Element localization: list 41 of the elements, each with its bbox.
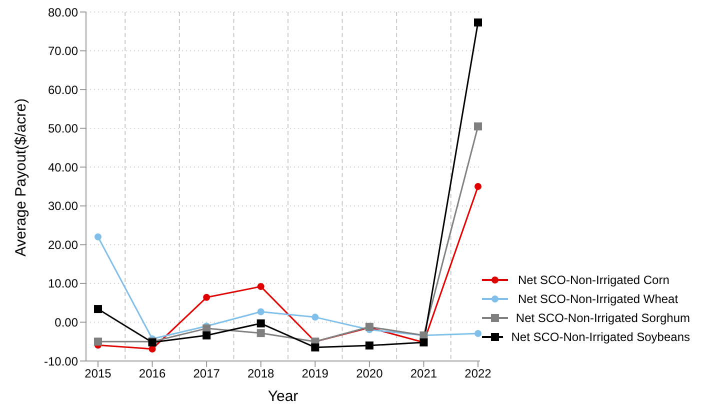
point: [257, 283, 264, 290]
y-tick-label: 70.00: [48, 44, 78, 58]
y-tick-label: 20.00: [48, 238, 78, 252]
legend-label: Net SCO-Non-Irrigated Corn: [518, 272, 670, 286]
point: [474, 122, 482, 130]
y-tick-label: -10.00: [44, 354, 78, 368]
point: [94, 233, 102, 240]
y-tick-label: 40.00: [48, 160, 78, 174]
legend-label: Net SCO-Non-Irrigated Wheat: [518, 292, 678, 306]
y-tick-label: 0.00: [54, 315, 78, 330]
point: [256, 319, 265, 328]
point: [365, 341, 374, 350]
point: [148, 345, 156, 352]
x-tick-label: 2019: [302, 366, 329, 381]
point: [94, 338, 102, 346]
x-tick-label: 2016: [138, 366, 166, 381]
point: [94, 305, 102, 314]
point: [474, 18, 482, 26]
y-axis-title: Average Payout($/acre): [12, 98, 30, 256]
point: [203, 294, 210, 301]
point: [474, 183, 482, 190]
point: [202, 331, 211, 340]
legend-label: Net SCO-Non-Irrigated Sorghum: [516, 310, 690, 324]
x-tick-label: 2018: [248, 366, 275, 381]
y-tick-label: 80.00: [48, 5, 78, 20]
x-tick-label: 2021: [410, 366, 438, 381]
y-tick-label: 10.00: [48, 276, 78, 291]
point: [257, 308, 264, 316]
point: [312, 314, 319, 321]
x-tick-label: 2015: [84, 366, 112, 381]
y-tick-label: 30.00: [48, 199, 78, 214]
y-tick-label: 60.00: [48, 82, 78, 97]
point: [311, 343, 320, 352]
x-tick-label: 2017: [193, 366, 220, 381]
x-tick-label: 2020: [356, 366, 384, 381]
point: [474, 330, 482, 337]
x-tick-label: 2022: [464, 366, 492, 381]
y-tick-label: 50.00: [48, 122, 78, 136]
x-axis-title: Year: [268, 388, 298, 405]
legend-label: Net SCO-Non-Irrigated Soybeans: [511, 330, 690, 344]
point: [256, 329, 265, 338]
